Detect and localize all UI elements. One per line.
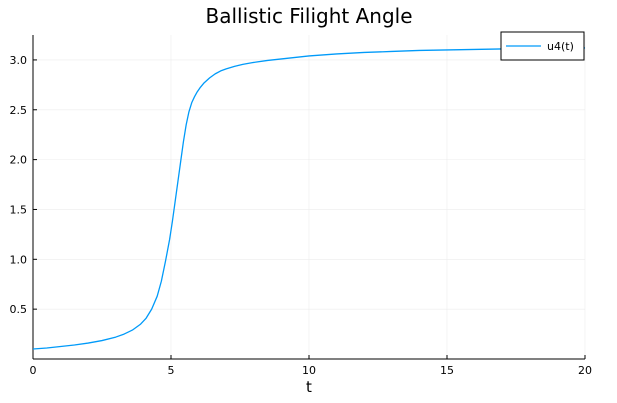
x-tick-label: 20 <box>578 364 592 377</box>
legend: u4(t) <box>500 31 585 61</box>
x-tick-label: 5 <box>168 364 175 377</box>
legend-label: u4(t) <box>547 40 574 53</box>
x-tick-label: 15 <box>440 364 454 377</box>
y-tick-label: 1.5 <box>10 203 28 216</box>
y-tick-label: 2.0 <box>10 154 28 167</box>
y-tick-label: 3.0 <box>10 54 28 67</box>
y-tick-label: 2.5 <box>10 104 28 117</box>
chart-title: Ballistic Filight Angle <box>205 4 412 28</box>
axis-ticks: 0 5 10 15 20 0.5 1.0 1.5 2.0 2.5 3.0 <box>10 54 593 377</box>
x-tick-label: 0 <box>30 364 37 377</box>
y-tick-label: 0.5 <box>10 303 28 316</box>
x-axis-label: t <box>306 378 312 396</box>
x-tick-label: 10 <box>302 364 316 377</box>
series-line-u4 <box>32 47 586 350</box>
y-tick-label: 1.0 <box>10 253 28 266</box>
grid-lines <box>32 35 586 359</box>
